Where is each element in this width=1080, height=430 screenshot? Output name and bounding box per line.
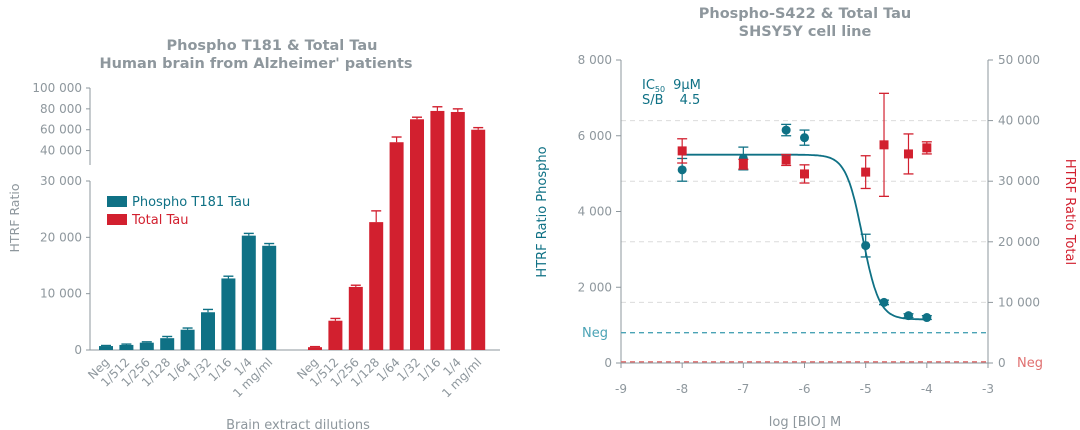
left-axis-tick-label: 6 000	[578, 129, 612, 143]
right-axis-tick-label: 0	[998, 356, 1006, 370]
right-axis-tick-label: 40 000	[998, 114, 1040, 128]
bar-total	[450, 111, 465, 350]
bar-total	[389, 142, 404, 350]
bar-total	[430, 110, 445, 350]
annotation-sb: S/B 4.5	[642, 93, 700, 108]
left-ytick-label-lower: 20 000	[40, 230, 82, 244]
legend-label-phospho: Phospho T181 Tau	[132, 195, 250, 210]
legend-swatch-phospho	[107, 196, 127, 207]
left-chart-ylabel: HTRF Ratio	[7, 184, 22, 253]
bar-phospho	[99, 346, 113, 350]
x-axis-tick-label: -4	[921, 382, 933, 396]
bar-total	[471, 129, 486, 350]
data-point-total	[781, 155, 791, 165]
x-axis-tick-label: -5	[860, 382, 872, 396]
annotation-ic-label: IC	[642, 78, 655, 93]
data-point-total	[800, 169, 809, 179]
data-point-total	[861, 167, 871, 177]
data-point-total	[879, 140, 889, 150]
x-category-label: 1/16	[415, 355, 444, 384]
left-ytick-label-lower: 0	[74, 343, 82, 357]
data-point-total	[738, 159, 748, 169]
neg-label-left: Neg	[582, 326, 608, 341]
annotation-sb-label: S/B	[642, 93, 664, 108]
left-axis-tick-label: 8 000	[578, 53, 612, 67]
left-axis-tick-label: 0	[604, 356, 612, 370]
left-ytick-label-upper: 40 000	[40, 144, 82, 158]
bar-phospho	[139, 342, 154, 350]
data-point-phospho	[903, 311, 913, 321]
bar-total	[328, 320, 343, 350]
right-axis-tick-label: 20 000	[998, 235, 1040, 249]
left-chart-subtitle: Human brain from Alzheimer' patients	[99, 56, 412, 72]
right-axis-tick-label: 50 000	[998, 53, 1040, 67]
data-point-phospho	[677, 165, 687, 175]
annotation-ic-sub: 50	[655, 85, 665, 94]
bar-phospho	[119, 344, 134, 350]
x-axis-tick-label: -9	[615, 382, 627, 396]
legend-swatch-total	[107, 214, 127, 225]
right-axis-tick-label: 30 000	[998, 174, 1040, 188]
bar-total	[410, 119, 424, 351]
right-chart-ylabel-right: HTRF Ratio Total	[1062, 159, 1077, 265]
bar-phospho	[180, 329, 195, 350]
data-point-phospho	[861, 241, 871, 251]
bar-phospho	[221, 278, 236, 350]
data-point-phospho	[781, 125, 791, 135]
annotation-ic50: IC50 9µM	[642, 78, 701, 94]
data-point-phospho	[922, 313, 932, 323]
left-chart: 0 10 000 20 000 30 000 40 000 60 000 80 000 100…	[32, 81, 500, 400]
right-chart-xlabel: log [BIO] M	[769, 415, 841, 430]
left-ytick-label-upper: 60 000	[40, 123, 82, 137]
bar-phospho	[160, 338, 175, 350]
fit-curve	[682, 153, 930, 321]
bar-total	[308, 347, 322, 350]
left-ytick-label-lower: 30 000	[40, 174, 82, 188]
x-axis-tick-label: -3	[982, 382, 994, 396]
left-ytick-label-upper: 100 000	[32, 81, 82, 95]
annotation-sb-value: 4.5	[680, 93, 701, 108]
bar-phospho	[241, 235, 256, 350]
right-chart-subtitle: SHSY5Y cell line	[739, 24, 872, 40]
right-chart-ylabel-left: HTRF Ratio Phospho	[535, 146, 550, 277]
data-point-phospho	[879, 297, 889, 307]
left-chart-xlabel: Brain extract dilutions	[226, 418, 370, 430]
data-point-phospho	[800, 133, 809, 143]
x-axis-tick-label: -8	[676, 382, 688, 396]
left-axis-tick-label: 4 000	[578, 205, 612, 219]
x-axis-tick-label: -7	[737, 382, 749, 396]
bar-phospho	[262, 245, 277, 350]
data-point-total	[677, 146, 687, 156]
left-ytick-label-lower: 10 000	[40, 287, 82, 301]
bar-total	[369, 222, 384, 350]
data-point-total	[922, 143, 932, 153]
x-category-label: 1/16	[206, 355, 235, 384]
annotation-ic-value: 9µM	[673, 78, 701, 93]
left-axis-tick-label: 2 000	[578, 280, 612, 294]
neg-label-right: Neg	[1017, 356, 1043, 371]
data-point-total	[903, 149, 913, 159]
left-ytick-label-upper: 80 000	[40, 102, 82, 116]
bar-phospho	[201, 312, 215, 350]
legend-label-total: Total Tau	[131, 213, 189, 228]
left-chart-title: Phospho T181 & Total Tau	[167, 38, 378, 54]
right-axis-tick-label: 10 000	[998, 295, 1040, 309]
right-chart-title: Phospho-S422 & Total Tau	[699, 6, 911, 22]
right-chart: 0 2 000 4 000 6 000 8 000 0 10 000 20 000 30 000…	[578, 53, 1040, 396]
bar-total	[348, 286, 363, 350]
x-axis-tick-label: -6	[799, 382, 811, 396]
